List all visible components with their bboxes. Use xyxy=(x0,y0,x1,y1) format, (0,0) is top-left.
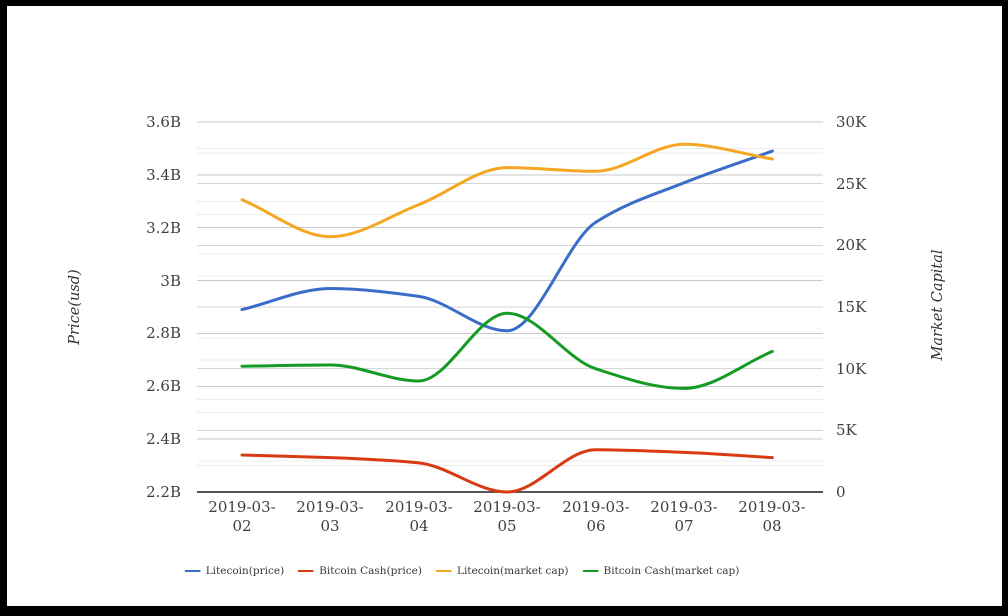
series-line-litecoin-price xyxy=(240,149,774,333)
plot-area xyxy=(197,121,823,494)
x-axis-tick-label: 2019-03- 03 xyxy=(296,498,364,535)
gridlines-major xyxy=(197,121,823,493)
legend-item-bitcoin-cash-market-cap[interactable]: Bitcoin Cash(market cap) xyxy=(582,565,739,577)
legend-label: Bitcoin Cash(price) xyxy=(319,565,422,577)
left-axis-tick-label: 2.8B xyxy=(146,324,181,342)
legend-swatch xyxy=(298,569,315,573)
x-axis-tick-label: 2019-03- 06 xyxy=(562,498,630,535)
legend-item-bitcoin-cash-price[interactable]: Bitcoin Cash(price) xyxy=(298,565,422,577)
x-axis-tick-label: 2019-03- 02 xyxy=(208,498,276,535)
legend-label: Bitcoin Cash(market cap) xyxy=(603,565,740,577)
right-axis-tick-label: 5K xyxy=(836,421,857,439)
left-axis-tick-label: 2.4B xyxy=(146,430,181,448)
chart-content: Price(usd) Market Capital 3.6B 3.4B 3.2B 3B… xyxy=(7,6,1002,606)
left-axis-tick-label: 3.4B xyxy=(146,166,181,184)
left-axis-tick-label: 2.6B xyxy=(146,377,181,395)
right-axis-tick-label: 20K xyxy=(836,236,867,254)
series-line-bitcoin-cash-price xyxy=(240,448,774,494)
series-line-bitcoin-cash-market-cap xyxy=(240,311,774,390)
legend: Litecoin(price) Bitcoin Cash(price) Liteco… xyxy=(184,565,739,577)
left-axis-tick-label: 2.2B xyxy=(146,483,181,501)
right-axis-tick-label: 25K xyxy=(836,175,867,193)
legend-swatch xyxy=(582,569,599,573)
legend-label: Litecoin(price) xyxy=(205,565,285,577)
series-line-litecoin-market-cap xyxy=(240,142,774,239)
x-axis-tick-label: 2019-03- 04 xyxy=(385,498,453,535)
gridlines-minor xyxy=(197,147,823,467)
right-axis-tick-label: 30K xyxy=(836,113,867,131)
right-axis-tick-label: 10K xyxy=(836,360,867,378)
legend-item-litecoin-price[interactable]: Litecoin(price) xyxy=(184,565,285,577)
legend-item-litecoin-market-cap[interactable]: Litecoin(market cap) xyxy=(435,565,569,577)
x-axis-tick-label: 2019-03- 05 xyxy=(473,498,541,535)
legend-label: Litecoin(market cap) xyxy=(456,565,569,577)
left-axis-tick-label: 3B xyxy=(160,272,181,290)
legend-swatch xyxy=(435,569,452,573)
left-axis-tick-label: 3.6B xyxy=(146,113,181,131)
right-axis-title: Market Capital xyxy=(930,249,946,361)
right-axis-tick-label: 0 xyxy=(836,483,846,501)
left-axis-title: Price(usd) xyxy=(67,269,83,345)
x-axis-tick-label: 2019-03- 08 xyxy=(738,498,806,535)
left-axis-tick-label: 3.2B xyxy=(146,219,181,237)
right-axis-tick-label: 15K xyxy=(836,298,867,316)
x-axis-tick-label: 2019-03- 07 xyxy=(650,498,718,535)
legend-swatch xyxy=(184,569,201,573)
